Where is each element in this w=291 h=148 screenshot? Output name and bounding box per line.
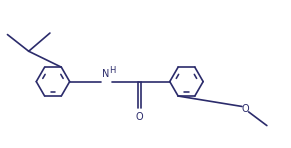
Text: O: O — [136, 112, 143, 122]
Text: O: O — [242, 104, 249, 114]
Text: H: H — [109, 66, 116, 75]
Text: N: N — [102, 69, 110, 79]
